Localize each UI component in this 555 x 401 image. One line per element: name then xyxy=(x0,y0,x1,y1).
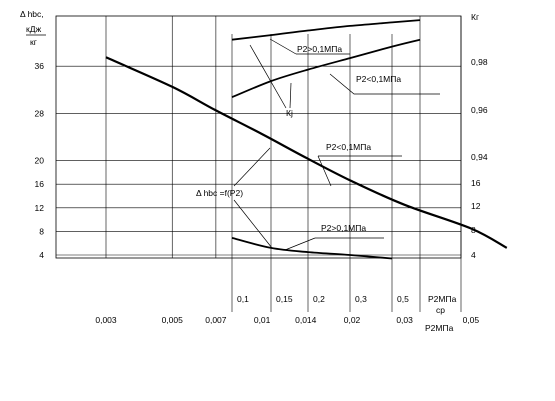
x-inner-label: Р2МПа xyxy=(428,294,457,304)
y-left-tick-label: 36 xyxy=(35,61,45,71)
annotation-p2-lt-mid: Р2<0,1МПа xyxy=(326,142,371,152)
y-left-label-line1: Δ hbc, xyxy=(20,9,44,19)
series-line-2 xyxy=(231,19,421,41)
x-outer-tick-label: 0,03 xyxy=(396,315,413,325)
y-right-tick-label: 0,94 xyxy=(471,152,488,162)
y-left-tick-label: 20 xyxy=(35,156,45,166)
series-line-1 xyxy=(231,38,421,99)
y-left-tick-label: 4 xyxy=(39,250,44,260)
annotation-dh-function-leader xyxy=(233,147,271,187)
y-right-tick-label: 0,96 xyxy=(471,105,488,115)
x-inner-tick-label: 0,3 xyxy=(355,294,367,304)
series xyxy=(105,19,508,260)
y-left-tick-label: 28 xyxy=(35,108,45,118)
y-right-label: Кг xyxy=(471,12,479,22)
annotation-dh-function-leader-2 xyxy=(233,199,273,249)
series-line-3 xyxy=(231,237,393,260)
x-outer-tick-label: 0,01 xyxy=(254,315,271,325)
annotation-dh-function: Δ hbc =f(Р2) xyxy=(196,188,243,198)
annotation-p2-gt-top: Р2>0,1МПа xyxy=(297,44,342,54)
series-line-0 xyxy=(105,56,508,249)
x-outer-tick-label: 0,05 xyxy=(463,315,480,325)
x-outer-tick-label: 0,02 xyxy=(344,315,361,325)
y-right-tick-label: 4 xyxy=(471,250,476,260)
x-inner-tick-label: 0,15 xyxy=(276,294,293,304)
y-left-tick-label: 16 xyxy=(35,179,45,189)
plot-frame xyxy=(55,15,462,259)
x-inner-tick-label: 0,2 xyxy=(313,294,325,304)
y-right-tick-label: 0,98 xyxy=(471,57,488,67)
x-outer-tick-label: 0,014 xyxy=(295,315,317,325)
annotation-p2-lt-top: Р2<0,1МПа xyxy=(356,74,401,84)
annotations: Р2>0,1МПа Р2<0,1МПа Кj Р2<0,1МПа Δ hbc =… xyxy=(196,38,440,251)
annotation-kj-leader-2 xyxy=(289,82,292,109)
annotation-p2-lt-mid-leader xyxy=(317,155,332,187)
y-right-tick-label: 16 xyxy=(471,178,481,188)
y-left-label-line3: кг xyxy=(30,37,37,47)
x-inner-tick-label: 0,1 xyxy=(237,294,249,304)
y-right-tick-label: 12 xyxy=(471,201,481,211)
annotation-p2-lt-top-leader xyxy=(329,73,440,95)
y-left-tick-label: 12 xyxy=(35,203,45,213)
y-left-tick-label: 8 xyxy=(39,226,44,236)
x-outer-tick-label: 0,003 xyxy=(95,315,117,325)
x-outer-tick-label: 0,007 xyxy=(205,315,227,325)
x-outer-label-line2: Р2МПа xyxy=(425,323,454,333)
annotation-kj: Кj xyxy=(286,108,293,118)
y-left-label-line2: кДж xyxy=(26,24,41,34)
annotation-p2-gt-bottom: Р2>0,1МПа xyxy=(321,223,366,233)
annotation-p2-gt-top-leader xyxy=(269,38,297,55)
x-outer-tick-label: 0,005 xyxy=(162,315,184,325)
x-outer-label-line1: ср xyxy=(436,305,445,315)
annotation-kj-leader-1 xyxy=(249,44,287,109)
annotation-p2-gt-bottom-leader xyxy=(284,237,316,251)
x-inner-tick-label: 0,5 xyxy=(397,294,409,304)
